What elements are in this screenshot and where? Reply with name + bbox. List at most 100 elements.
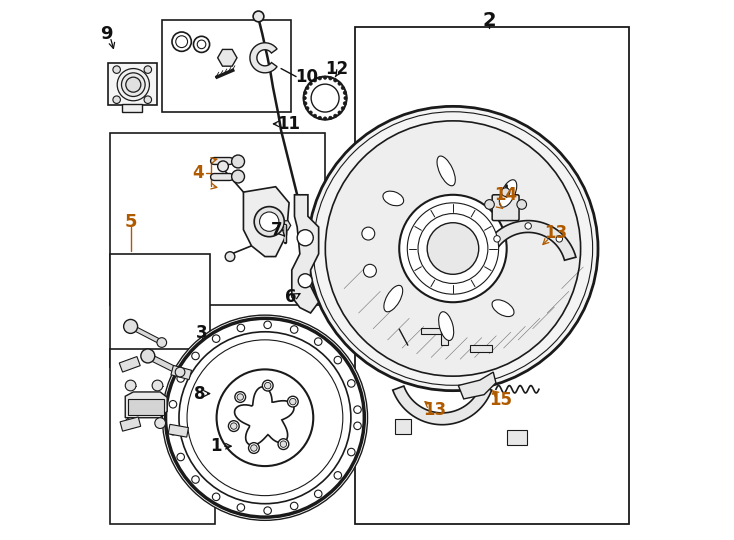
Bar bbox=[161, 20, 291, 112]
Circle shape bbox=[324, 76, 327, 79]
Circle shape bbox=[126, 77, 141, 92]
Circle shape bbox=[494, 235, 501, 242]
Circle shape bbox=[278, 439, 288, 449]
Text: 10: 10 bbox=[295, 68, 319, 86]
Circle shape bbox=[172, 32, 192, 51]
Circle shape bbox=[556, 235, 562, 242]
Text: 13: 13 bbox=[545, 225, 567, 242]
Text: 6: 6 bbox=[285, 288, 297, 306]
Circle shape bbox=[484, 200, 494, 210]
Text: 1: 1 bbox=[210, 437, 221, 455]
FancyBboxPatch shape bbox=[493, 195, 519, 220]
Bar bbox=[167, 392, 202, 419]
Circle shape bbox=[117, 69, 150, 101]
Ellipse shape bbox=[499, 180, 517, 207]
Circle shape bbox=[334, 356, 341, 364]
Circle shape bbox=[363, 264, 377, 277]
Ellipse shape bbox=[437, 156, 455, 186]
Polygon shape bbox=[393, 386, 492, 424]
Circle shape bbox=[319, 116, 321, 119]
Circle shape bbox=[170, 401, 177, 408]
Text: 2: 2 bbox=[483, 11, 496, 30]
Text: 5: 5 bbox=[124, 213, 137, 231]
Bar bbox=[506, 429, 527, 444]
Circle shape bbox=[329, 77, 332, 80]
Circle shape bbox=[306, 107, 309, 110]
Bar bbox=[110, 349, 215, 524]
Circle shape bbox=[407, 203, 498, 294]
Circle shape bbox=[324, 117, 327, 120]
Circle shape bbox=[313, 79, 316, 82]
Circle shape bbox=[304, 102, 307, 105]
Circle shape bbox=[152, 380, 163, 391]
Circle shape bbox=[325, 121, 581, 376]
Circle shape bbox=[347, 380, 355, 387]
Circle shape bbox=[262, 380, 273, 391]
Bar bbox=[128, 399, 164, 415]
Circle shape bbox=[314, 338, 322, 346]
Polygon shape bbox=[292, 195, 319, 313]
Polygon shape bbox=[171, 366, 192, 380]
Circle shape bbox=[113, 66, 120, 73]
Circle shape bbox=[304, 77, 346, 119]
Polygon shape bbox=[218, 50, 237, 66]
Text: 12: 12 bbox=[325, 60, 349, 78]
Text: 7: 7 bbox=[271, 221, 283, 239]
Circle shape bbox=[306, 86, 309, 90]
Text: 4: 4 bbox=[192, 164, 203, 183]
Circle shape bbox=[297, 230, 313, 246]
Circle shape bbox=[144, 96, 152, 104]
Circle shape bbox=[525, 222, 531, 229]
Circle shape bbox=[354, 422, 361, 430]
Circle shape bbox=[187, 340, 343, 496]
Bar bbox=[355, 26, 629, 524]
Circle shape bbox=[175, 36, 188, 48]
Circle shape bbox=[253, 11, 264, 22]
Circle shape bbox=[232, 155, 244, 168]
Bar bbox=[110, 133, 325, 305]
Circle shape bbox=[249, 443, 259, 454]
Circle shape bbox=[113, 96, 120, 104]
Circle shape bbox=[157, 338, 167, 347]
Circle shape bbox=[354, 406, 361, 414]
Polygon shape bbox=[250, 43, 277, 73]
Circle shape bbox=[237, 324, 244, 332]
Circle shape bbox=[338, 111, 341, 114]
Circle shape bbox=[254, 207, 284, 237]
Bar bbox=[470, 345, 492, 352]
Circle shape bbox=[399, 195, 506, 302]
Circle shape bbox=[162, 315, 368, 521]
Circle shape bbox=[334, 471, 341, 479]
Polygon shape bbox=[235, 387, 294, 445]
Circle shape bbox=[192, 352, 199, 360]
Circle shape bbox=[228, 421, 239, 431]
Circle shape bbox=[517, 200, 526, 210]
Polygon shape bbox=[244, 187, 289, 256]
Text: 14: 14 bbox=[494, 186, 517, 204]
Circle shape bbox=[235, 392, 246, 402]
Polygon shape bbox=[120, 417, 141, 431]
Circle shape bbox=[280, 441, 287, 447]
Circle shape bbox=[309, 82, 312, 85]
Text: 3: 3 bbox=[196, 325, 207, 342]
Circle shape bbox=[341, 86, 344, 90]
Circle shape bbox=[192, 476, 199, 483]
Circle shape bbox=[501, 188, 510, 197]
Bar bbox=[421, 328, 441, 334]
Bar bbox=[122, 104, 142, 112]
Circle shape bbox=[155, 418, 166, 428]
Ellipse shape bbox=[492, 300, 514, 316]
Circle shape bbox=[237, 394, 244, 400]
Circle shape bbox=[329, 116, 332, 119]
Circle shape bbox=[212, 493, 220, 501]
Circle shape bbox=[217, 369, 313, 466]
Circle shape bbox=[264, 507, 272, 515]
Circle shape bbox=[298, 274, 312, 288]
Ellipse shape bbox=[383, 191, 404, 206]
Text: 15: 15 bbox=[489, 391, 512, 409]
Circle shape bbox=[334, 79, 337, 82]
Circle shape bbox=[212, 335, 220, 342]
Bar bbox=[110, 254, 210, 367]
Circle shape bbox=[225, 252, 235, 261]
Circle shape bbox=[314, 490, 322, 498]
